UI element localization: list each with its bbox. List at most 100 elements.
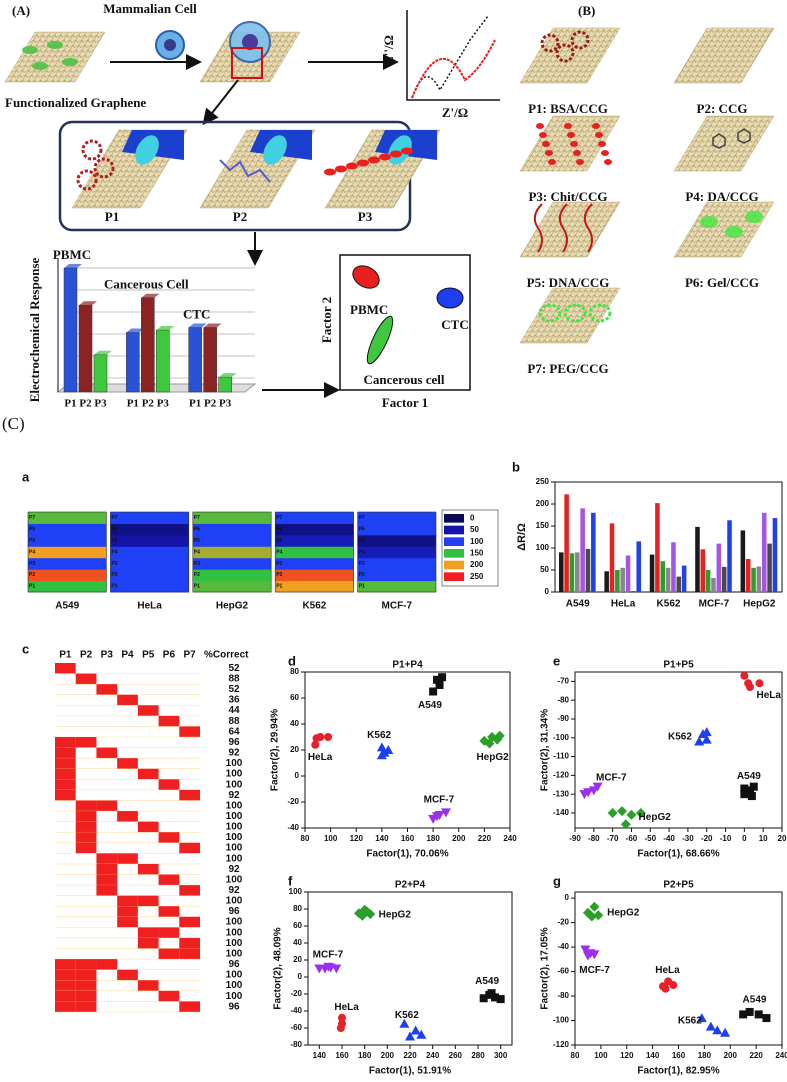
matrix-cell: [138, 1001, 159, 1012]
cell-title: Mammalian Cell: [103, 1, 197, 16]
matrix-cell: [179, 716, 200, 727]
matrix-cell: [159, 1001, 180, 1012]
matrix-cell: [117, 832, 138, 843]
series-label: P3: [219, 398, 232, 410]
bar: [564, 494, 569, 592]
bar: [126, 332, 140, 393]
x-tick-label: 180: [426, 834, 440, 843]
point: [494, 730, 505, 741]
receptor: [263, 135, 287, 165]
point: [592, 782, 603, 792]
series-label: HepG2: [639, 812, 672, 823]
matrix-cell: [117, 822, 138, 833]
matrix-cell: [76, 938, 97, 949]
matrix-cell: [76, 769, 97, 780]
x-tick-label: 220: [403, 1051, 417, 1060]
matrix-cell: [75, 1001, 97, 1012]
heat-cell: [357, 580, 436, 593]
matrix-cell: [96, 779, 117, 790]
group-ellipse: [352, 265, 380, 289]
x-tick-label: 180: [358, 1051, 372, 1060]
colorbar-swatch: [444, 537, 464, 546]
x-axis-label: Factor(1), 51.91%: [369, 1066, 451, 1077]
heat-cell: [28, 523, 107, 536]
point: [740, 784, 749, 793]
y-tick-label: -80: [290, 1040, 302, 1049]
matrix-cell: [75, 842, 97, 854]
point: [583, 788, 594, 798]
heat-cell: [110, 546, 189, 559]
panel-letter: d: [288, 653, 296, 668]
row-label: P5: [111, 538, 117, 544]
dna-strand: [583, 203, 593, 253]
matrix-cell: [137, 863, 159, 875]
x-tick-label: 120: [350, 834, 364, 843]
point: [607, 807, 618, 818]
x-tick-label: 180: [698, 1051, 712, 1060]
x-axis-label: Factor(1), 82.95%: [637, 1066, 719, 1077]
point: [496, 995, 505, 1004]
bar: [631, 591, 636, 592]
bar: [591, 512, 596, 592]
y-axis-label: Factor(2), 48.09%: [273, 927, 284, 1009]
point: [620, 819, 631, 830]
dna-strand: [533, 203, 543, 253]
series-label: HeLa: [756, 690, 781, 701]
matrix-cell: [55, 822, 76, 833]
matrix-cell: [179, 779, 200, 790]
chitosan: [539, 132, 547, 138]
matrix-cell: [55, 726, 76, 737]
matrix-cell: [159, 726, 180, 737]
bar-top: [126, 328, 145, 333]
matrix-cell: [76, 684, 97, 695]
matrix-cell: [138, 875, 159, 886]
matrix-cell: [117, 694, 138, 706]
matrix-cell: [55, 800, 76, 811]
series-label: P1: [189, 398, 201, 410]
heat-cell: [357, 534, 436, 547]
row-label: P4: [276, 549, 282, 555]
panel-label: (C): [2, 414, 25, 433]
x-tick-label: 240: [426, 1051, 440, 1060]
panel-label: (B): [578, 3, 595, 18]
matrix-cell: [117, 895, 138, 907]
colorbar-label: 50: [470, 525, 479, 534]
matrix-cell: [117, 853, 138, 864]
chitosan: [592, 123, 600, 129]
heat-cell: [192, 557, 272, 570]
bar: [716, 543, 722, 592]
chitosan: [357, 159, 369, 167]
series-label: P2: [142, 398, 155, 410]
chitosan: [536, 123, 544, 129]
matrix-cell: [137, 705, 159, 716]
value-label: 100: [226, 896, 243, 907]
row-label: P5: [29, 538, 35, 544]
matrix-cell: [159, 684, 180, 695]
axis-label: Factor 2: [319, 297, 334, 343]
graphene-sheet: [519, 287, 621, 344]
point: [755, 679, 764, 688]
series-label: A549: [743, 994, 767, 1005]
chitosan: [335, 165, 347, 173]
y-tick-label: 100: [536, 543, 550, 552]
series-label: A549: [737, 771, 761, 782]
series-label: K562: [678, 1016, 702, 1027]
y-tick-label: 50: [540, 565, 549, 574]
series-label: HeLa: [655, 965, 680, 976]
heat-frame: [27, 511, 107, 593]
point: [432, 675, 441, 684]
chitosan: [573, 150, 581, 156]
series-label: HeLa: [308, 752, 333, 763]
x-tick-label: 220: [749, 1051, 763, 1060]
point: [701, 734, 712, 744]
matrix-cell: [96, 896, 117, 907]
row-label: P1: [276, 584, 282, 590]
bar: [681, 565, 687, 592]
bar: [63, 267, 78, 393]
selection: [231, 47, 263, 79]
value-label: 92: [228, 790, 240, 801]
row-label: P2: [111, 572, 117, 578]
heat-cell: [192, 523, 272, 536]
matrix-cell: [55, 737, 76, 748]
bar: [625, 555, 631, 592]
